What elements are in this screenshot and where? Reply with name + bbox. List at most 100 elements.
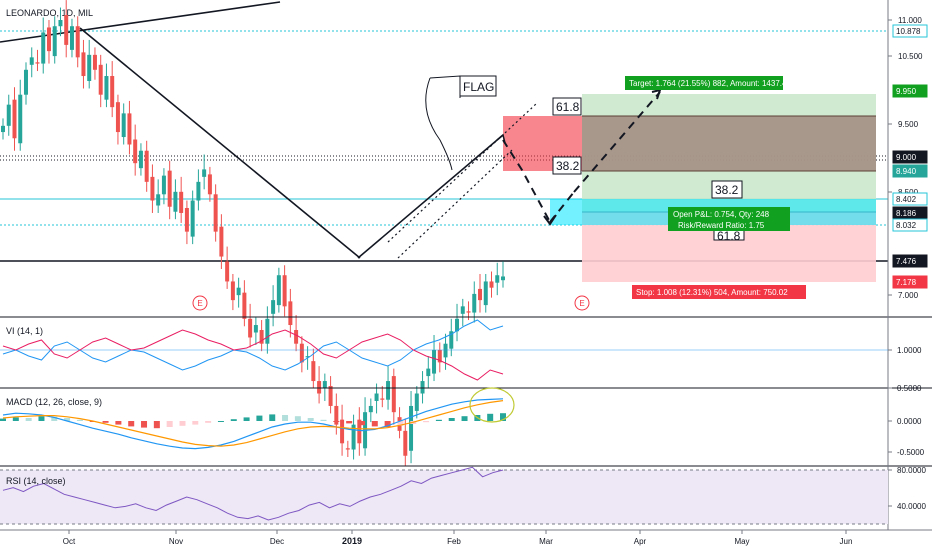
candle-body — [213, 194, 218, 232]
candle-body — [294, 330, 299, 344]
candle-body — [64, 15, 69, 45]
earnings-marker-1[interactable] — [192, 295, 208, 311]
candle-body — [121, 113, 126, 138]
macd-hist-bar — [51, 416, 58, 421]
earnings-marker-2-label: E — [579, 299, 584, 308]
time-tick-label: Mar — [539, 537, 553, 546]
candle-body — [271, 300, 276, 314]
channel-upper[interactable] — [387, 103, 537, 243]
target-badge — [625, 76, 783, 90]
candle-body — [345, 448, 350, 450]
candle-body — [104, 76, 109, 100]
rsi-band — [0, 470, 888, 524]
candle-body — [282, 275, 287, 307]
upper-trend-line[interactable] — [0, 1, 281, 43]
macd-hist-bar — [294, 416, 301, 421]
candles-group — [1, 0, 505, 466]
macd-hist-bar — [320, 419, 327, 421]
macd-hist-bar — [25, 418, 32, 421]
macd-hist-bar — [128, 421, 135, 427]
candle-body — [138, 150, 143, 169]
price-axis[interactable]: 11.00010.5009.5008.5007.00010.8789.9509.… — [888, 16, 928, 300]
projection-up[interactable] — [573, 91, 661, 193]
time-axis[interactable]: Oct Nov Dec 2019 Feb Mar Apr May Jun — [63, 530, 853, 546]
candle-body — [386, 381, 391, 400]
candle-body — [426, 368, 431, 377]
candle-body — [420, 381, 425, 394]
indicator-axis: 1.0000 0.5000 0.0000 -0.5000 80.0000 40.0000 — [888, 346, 926, 511]
indicator-tick-label: 0.5000 — [897, 384, 922, 393]
price-tag-label: 8.940 — [896, 167, 917, 176]
downtrend-line[interactable] — [79, 27, 361, 259]
macd-hist-bar — [153, 421, 160, 429]
pnl-label: Open P&L: 0.754, Qty: 248 — [673, 210, 770, 219]
price-tag — [892, 84, 928, 98]
macd-hist-bar — [435, 419, 442, 421]
fib-box-brown[interactable] — [582, 116, 876, 171]
candle-body — [58, 20, 63, 27]
indicator-tick-label: 0.0000 — [897, 417, 922, 426]
vi-series-2 — [2, 329, 504, 381]
macd-hist-bar — [333, 421, 340, 422]
flag-label-box[interactable] — [459, 75, 497, 97]
candle-body — [52, 26, 57, 57]
price-tag — [892, 218, 928, 232]
macd-pane[interactable]: MACD (12, 26, close, 9) — [0, 387, 515, 450]
projection-down[interactable] — [502, 139, 551, 223]
price-tag-label: 7.476 — [896, 257, 917, 266]
time-tick-label: Apr — [634, 537, 647, 546]
time-tick-label: Dec — [270, 537, 284, 546]
macd-hist-bar — [358, 421, 365, 426]
vi-pane[interactable]: VI (14, 1) — [0, 319, 888, 381]
macd-hist-bar — [12, 417, 19, 421]
candle-body — [115, 102, 120, 133]
price-tag-label: 9.950 — [896, 87, 917, 96]
macd-hist-bar — [115, 421, 122, 425]
macd-hist-bar — [461, 416, 468, 421]
macd-hist-bar — [346, 421, 353, 424]
candle-body — [391, 376, 396, 413]
vi-lines — [2, 319, 504, 381]
fib-label-382: 38.2 — [556, 159, 580, 173]
candle-body — [127, 113, 132, 145]
candle-body — [311, 361, 316, 382]
fib-label-box-382b — [711, 180, 743, 199]
vi-series-1 — [2, 319, 504, 371]
flag-pole-line[interactable] — [357, 134, 504, 259]
candle-body — [443, 343, 448, 358]
price-tag-label: 7.178 — [896, 278, 917, 287]
candle-body — [173, 191, 178, 212]
indicator-tick-label: 80.0000 — [897, 466, 926, 475]
candle-body — [305, 356, 310, 358]
candle-body — [483, 281, 488, 306]
macd-hist-bar — [397, 421, 404, 426]
candle-body — [75, 26, 80, 58]
candle-body — [184, 207, 189, 232]
earnings-marker-2[interactable] — [574, 295, 590, 311]
macd-cross-highlight[interactable] — [469, 387, 515, 423]
channel-lower[interactable] — [397, 149, 513, 259]
macd-hist-bar — [448, 418, 455, 421]
macd-hist-bar — [179, 421, 186, 426]
candle-body — [156, 194, 161, 206]
candle-body — [18, 94, 23, 144]
candle-body — [403, 430, 408, 456]
fib-label-box-382 — [552, 156, 582, 175]
rsi-pane[interactable]: RSI (14, close) — [0, 466, 888, 525]
candle-body — [276, 275, 281, 306]
macd-hist-bar — [307, 418, 314, 421]
candle-body — [374, 393, 379, 401]
stop-label: Stop: 1.008 (12.31%) 504, Amount: 750.02 — [636, 288, 788, 297]
candle-body — [259, 330, 264, 344]
candle-body — [225, 261, 230, 282]
indicator-tick-label: -0.5000 — [897, 448, 925, 457]
macd-hist-bar — [243, 417, 250, 421]
main-pane[interactable]: FLAG 61.8 38.2 38.2 61.8 Target: 1.764 (… — [0, 0, 888, 466]
candle-body — [98, 64, 103, 95]
candle-body — [495, 275, 500, 283]
price-tag — [892, 24, 928, 38]
candle-body — [489, 281, 494, 288]
time-tick-label: 2019 — [342, 536, 362, 546]
macd-series-2 — [2, 400, 504, 447]
